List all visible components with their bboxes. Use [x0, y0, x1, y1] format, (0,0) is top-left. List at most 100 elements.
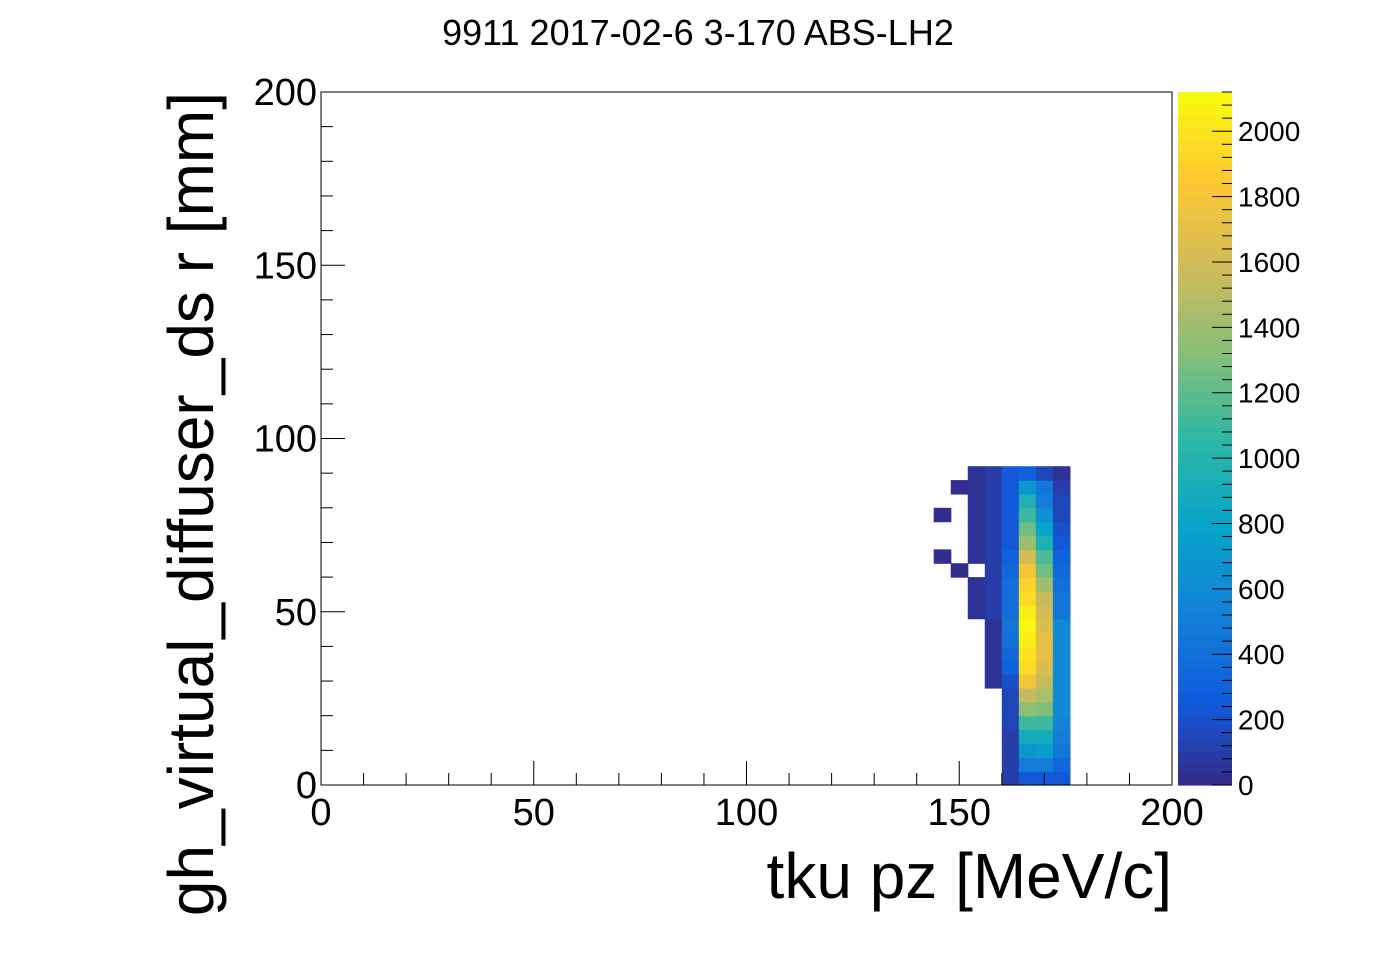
heatmap-cell — [1052, 507, 1071, 523]
heatmap-cell — [984, 632, 1003, 647]
heatmap-cell — [933, 507, 952, 523]
color-scale-band — [1178, 542, 1232, 555]
heatmap-cell — [1001, 757, 1020, 772]
color-scale-band — [1178, 577, 1232, 590]
heatmap-cell — [984, 493, 1003, 509]
heatmap-cell — [1001, 632, 1020, 647]
color-scale-band — [1178, 265, 1232, 278]
heatmap-cell — [1018, 493, 1037, 509]
color-scale-band — [1178, 184, 1232, 197]
heatmap-cell — [984, 521, 1003, 537]
color-scale-band — [1178, 311, 1232, 324]
heatmap-cell — [1052, 466, 1071, 481]
color-scale-band — [1178, 230, 1232, 243]
heatmap-cell — [950, 563, 969, 578]
color-scale-tick-label: 1200 — [1238, 378, 1300, 409]
color-scale-band — [1178, 323, 1232, 336]
heatmap-cell — [984, 535, 1003, 550]
color-scale-band — [1178, 588, 1232, 601]
color-scale-band — [1178, 195, 1232, 209]
heatmap-cell — [1052, 715, 1071, 731]
heatmap-cell — [1035, 535, 1054, 550]
heatmap-cell — [1018, 660, 1037, 675]
heatmap-cell — [1035, 480, 1054, 495]
chart-title: 9911 2017-02-6 3-170 ABS-LH2 — [442, 12, 954, 53]
color-scale-band — [1178, 692, 1232, 705]
y-tick-label: 200 — [254, 72, 317, 114]
color-scale-band — [1178, 92, 1232, 105]
color-scale-band — [1178, 276, 1232, 289]
heatmap-cell — [984, 674, 1003, 689]
x-tick-label: 150 — [928, 792, 991, 834]
color-scale-band — [1178, 773, 1232, 786]
color-scale-band — [1178, 738, 1232, 751]
x-axis-label: tku pz [MeV/c] — [767, 840, 1172, 912]
heatmap-cell — [1001, 493, 1020, 509]
heatmap-cell — [1035, 743, 1054, 758]
heatmap-cell — [1001, 660, 1020, 675]
heatmap-cell — [1035, 701, 1054, 717]
heatmap-cell — [967, 535, 986, 550]
color-scale-band — [1178, 507, 1232, 520]
color-scale-band — [1178, 138, 1232, 151]
heatmap-cell — [984, 577, 1003, 592]
heatmap-cell — [1018, 743, 1037, 758]
color-scale-tick-label: 1600 — [1238, 247, 1300, 278]
heatmap-cell — [1052, 590, 1071, 606]
heatmap-cell — [984, 563, 1003, 578]
heatmap-cell — [1001, 577, 1020, 592]
axes: 0 50 100 150 200 0 50 100 150 200 — [254, 72, 1204, 834]
heatmap-cell — [1001, 480, 1020, 495]
heatmap-cell — [1018, 604, 1037, 620]
color-scale-band — [1178, 646, 1232, 659]
color-scale-band — [1178, 727, 1232, 740]
color-scale-band — [1178, 126, 1232, 139]
color-scale-band — [1178, 704, 1232, 717]
heatmap-cell — [1052, 493, 1071, 509]
color-scale-band — [1178, 415, 1232, 428]
color-scale-band — [1178, 115, 1232, 128]
heatmap-cell — [1035, 590, 1054, 606]
color-scale-tick-label: 2000 — [1238, 116, 1300, 147]
color-scale-band — [1178, 242, 1232, 255]
heatmap-cell — [1001, 618, 1020, 634]
heatmap-cell — [1018, 480, 1037, 495]
y-axis-label: gh_virtual_diffuser_ds r [mm] — [155, 92, 227, 916]
heatmap-cell — [984, 480, 1003, 495]
heatmap-cell — [1018, 563, 1037, 578]
heatmap-cell — [1018, 590, 1037, 606]
heatmap-cell — [1018, 771, 1037, 786]
color-scale-band — [1178, 750, 1232, 763]
heatmap-cell — [1001, 715, 1020, 731]
heatmap-cell — [984, 604, 1003, 620]
heatmap-cell — [1035, 660, 1054, 675]
heatmap-cell — [1018, 715, 1037, 731]
heatmap-cell — [984, 646, 1003, 661]
heatmap-cell — [1035, 646, 1054, 661]
heatmap-cell — [967, 604, 986, 620]
color-scale-band — [1178, 715, 1232, 728]
heatmap-cell — [1035, 493, 1054, 509]
heatmap-cell — [1001, 701, 1020, 717]
color-scale-band — [1178, 461, 1232, 474]
color-scale-band — [1178, 403, 1232, 416]
heatmap-cell — [1001, 535, 1020, 550]
heatmap-cell — [967, 521, 986, 537]
heatmap-cell — [1052, 674, 1071, 689]
heatmap-cell — [1052, 729, 1071, 745]
color-scale-band — [1178, 149, 1232, 162]
heatmap-cell — [1018, 646, 1037, 661]
heatmap-cell — [1052, 563, 1071, 578]
y-tick-label: 50 — [275, 592, 317, 634]
heatmap-cell — [1018, 687, 1037, 703]
heatmap-cell — [1052, 687, 1071, 703]
heatmap-cell — [1035, 632, 1054, 647]
color-scale-band — [1178, 253, 1232, 266]
color-scale-band — [1178, 681, 1232, 694]
heatmap-cell — [1052, 701, 1071, 717]
color-scale-band — [1178, 299, 1232, 313]
heatmap-cell — [1052, 549, 1071, 564]
heatmap-cell — [1052, 480, 1071, 495]
heatmap-cell — [933, 549, 952, 564]
heatmap-cell — [967, 493, 986, 509]
